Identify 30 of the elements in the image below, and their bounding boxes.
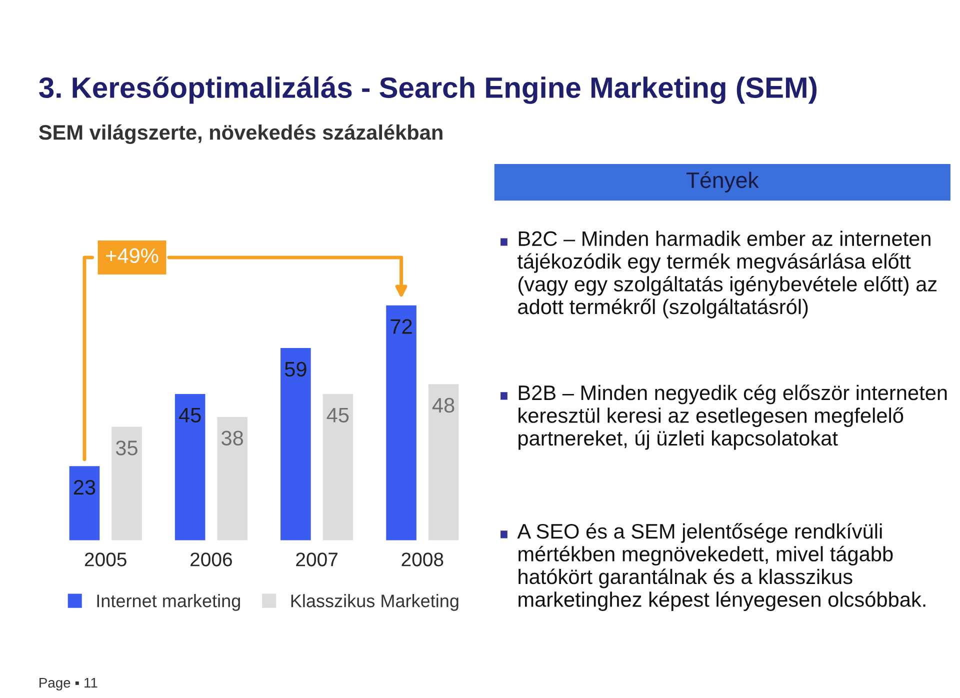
data-label: 35	[116, 440, 138, 456]
bar	[110, 425, 144, 541]
bar	[384, 304, 418, 541]
data-label: 72	[390, 319, 412, 334]
legend-label: Klasszikus Marketing	[291, 594, 458, 611]
text: B2B – Minden negyedik cég először interneten keresztül keresi az esetlegesen megfelelő partnereket, új üzleti kapcsolatokat	[518, 384, 947, 450]
bar	[321, 392, 354, 541]
bar	[68, 464, 102, 541]
x-tick-label: 2006	[190, 552, 232, 566]
text: +49%	[106, 248, 158, 264]
text: B2C – Minden harmadik ember az interneten tájékozódik egy termék megvásárlása előtt (vagy egy szolgáltatás igénybevétele előtt) az adott termékről (szolgáltatásról)	[518, 230, 937, 318]
text: A SEO és a SEM jelentősége rendkívüli mértékben megnövekedett, mivel tágabb hatókört garantálnak és a klasszikus marketinghez képest lényegesen olcsóbbak.	[517, 523, 926, 612]
x-tick-label: 2008	[402, 552, 444, 566]
data-label: 48	[432, 398, 454, 413]
data-label: 23	[74, 480, 96, 495]
bar	[174, 392, 207, 541]
data-label: 59	[284, 362, 306, 377]
chart-title: 3. Keresőoptimalizálás - Search Engine Marketing (SEM)	[39, 76, 817, 104]
bar	[279, 346, 312, 541]
data-label: 45	[326, 408, 349, 423]
chart-subtitle: SEM világszerte, növekedés százalékban	[39, 124, 442, 144]
x-tick-label: 2007	[296, 552, 338, 566]
bar	[426, 382, 460, 541]
x-tick-label: 2005	[84, 552, 126, 566]
data-label: 38	[222, 430, 243, 446]
legend-label: Internet marketing	[97, 594, 240, 611]
text: Page ▪ 11	[40, 678, 98, 690]
text: Tények	[686, 172, 759, 192]
data-label: 45	[178, 408, 201, 423]
bar	[216, 416, 249, 541]
